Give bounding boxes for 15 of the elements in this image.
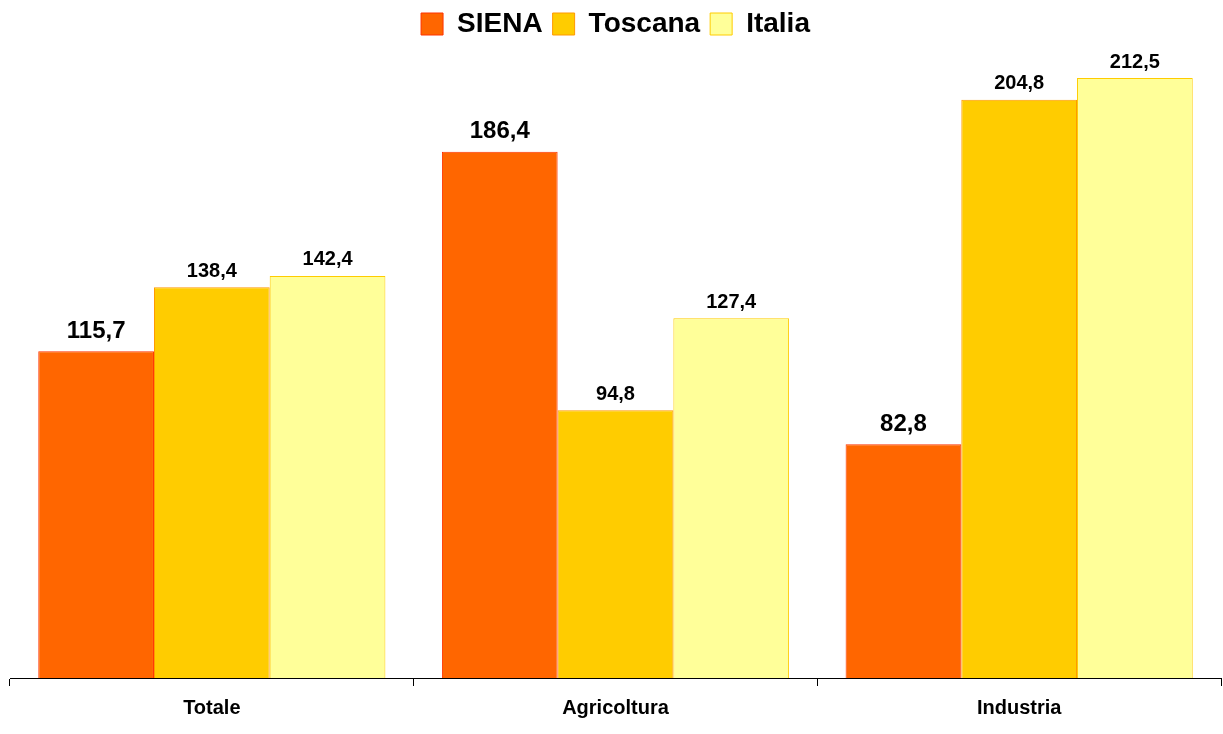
data-label: 142,4 [302, 247, 354, 270]
x-tick-label: Industria [976, 695, 1063, 718]
data-label: 115,7 [66, 315, 126, 343]
data-label: 82,8 [880, 408, 927, 436]
legend-label: Toscana [588, 6, 701, 38]
data-label: 204,8 [994, 71, 1045, 94]
legend-label: Italia [746, 6, 811, 38]
data-label: 127,4 [706, 289, 758, 312]
legend-label: SIENA [457, 6, 543, 38]
x-tick-label: Totale [183, 695, 241, 718]
data-label: 138,4 [186, 258, 238, 281]
data-label: 94,8 [596, 381, 635, 404]
data-label: 212,5 [1109, 49, 1160, 72]
x-tick-label: Agricoltura [562, 695, 670, 718]
data-label: 186,4 [469, 116, 531, 144]
